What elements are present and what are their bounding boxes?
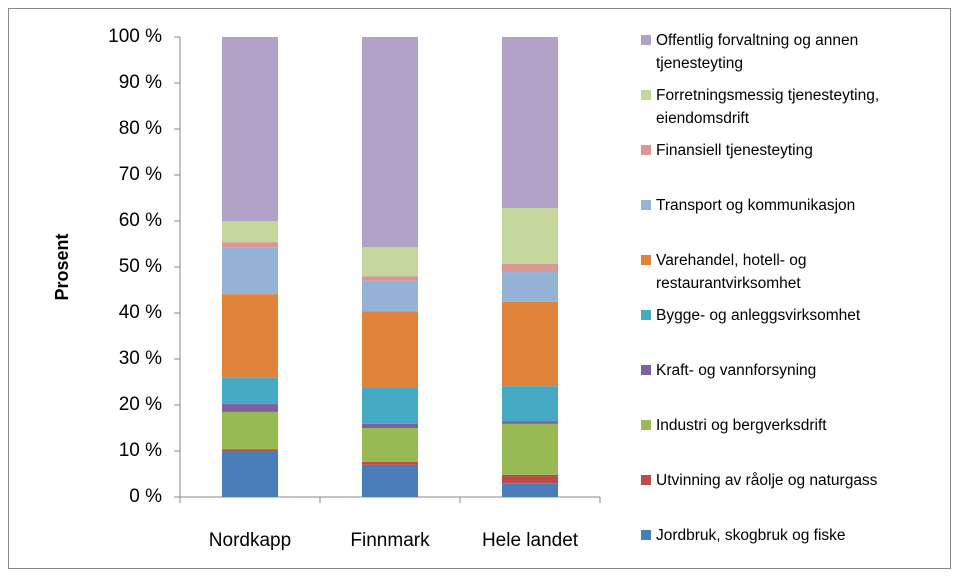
y-tick-label: 40 %: [119, 302, 162, 323]
legend-label: Finansiell tjenesteyting: [656, 142, 813, 159]
y-axis-label: Prosent: [52, 233, 72, 300]
bar-segment: [362, 462, 418, 465]
legend-swatch: [641, 35, 651, 45]
legend-entry: Bygge- og anleggsvirksomhet: [641, 304, 941, 327]
y-tick-label: 30 %: [119, 348, 162, 369]
bar-segment: [362, 387, 418, 424]
bar-segment: [222, 377, 278, 405]
legend-swatch: [641, 420, 651, 430]
bar-segment: [362, 276, 418, 281]
bar-segment: [222, 242, 278, 248]
legend-entry: Utvinning av råolje og naturgass: [641, 469, 941, 492]
bar-segment: [362, 280, 418, 312]
y-tick-label: 80 %: [119, 118, 162, 139]
legend-swatch: [641, 200, 651, 210]
bar-segment: [222, 247, 278, 295]
bar-segment: [222, 37, 278, 221]
legend-label: Varehandel, hotell- og restaurantvirksom…: [656, 252, 807, 292]
legend-entry: Offentlig forvaltning og annen tjenestey…: [641, 29, 941, 75]
bar-segment: [502, 37, 558, 209]
bar-segment: [362, 423, 418, 428]
bar-segment: [222, 451, 278, 497]
legend-label: Transport og kommunikasjon: [656, 197, 856, 214]
y-tick-label: 20 %: [119, 394, 162, 415]
bar-segment: [502, 386, 558, 422]
legend-swatch: [641, 365, 651, 375]
bar-segment: [222, 404, 278, 412]
legend-label: Forretningsmessig tjenesteyting, eiendom…: [656, 87, 880, 127]
bar-segment: [502, 208, 558, 264]
y-tick-label: 90 %: [119, 72, 162, 93]
legend-swatch: [641, 145, 651, 155]
bar-segment: [362, 311, 418, 388]
legend-entry: Industri og bergverksdrift: [641, 414, 941, 437]
legend-label: Bygge- og anleggsvirksomhet: [656, 307, 861, 324]
bar-segment: [502, 483, 558, 497]
y-tick-label: 10 %: [119, 440, 162, 461]
bar-segment: [362, 247, 418, 277]
bar-segment: [502, 263, 558, 273]
x-tick-label: Hele landet: [482, 530, 579, 551]
legend-label: Kraft- og vannforsyning: [656, 362, 817, 379]
legend-entry: Kraft- og vannforsyning: [641, 359, 941, 382]
legend-swatch: [641, 255, 651, 265]
legend-label: Offentlig forvaltning og annen tjenestey…: [656, 32, 859, 72]
legend-entry: Varehandel, hotell- og restaurantvirksom…: [641, 249, 941, 295]
y-tick-label: 0 %: [129, 486, 162, 507]
bar-segment: [222, 449, 278, 452]
legend-label: Industri og bergverksdrift: [656, 417, 827, 434]
y-tick-label: 70 %: [119, 164, 162, 185]
bar-segment: [502, 474, 558, 484]
legend-label: Utvinning av råolje og naturgass: [656, 472, 878, 489]
legend-entry: Jordbruk, skogbruk og fiske: [641, 524, 941, 547]
y-tick-label: 50 %: [119, 256, 162, 277]
legend-entry: Finansiell tjenesteyting: [641, 139, 941, 162]
bar-segment: [222, 221, 278, 243]
legend-swatch: [641, 475, 651, 485]
bar-segment: [362, 428, 418, 463]
chart-border: [8, 8, 951, 569]
legend-label: Jordbruk, skogbruk og fiske: [656, 527, 846, 544]
bar-segment: [222, 294, 278, 378]
x-tick-label: Nordkapp: [209, 530, 291, 551]
legend-swatch: [641, 530, 651, 540]
bar-segment: [362, 464, 418, 497]
x-tick-label: Finnmark: [350, 530, 430, 551]
bar-segment: [222, 411, 278, 450]
legend-entry: Transport og kommunikasjon: [641, 194, 941, 217]
bar-segment: [502, 421, 558, 424]
legend-swatch: [641, 90, 651, 100]
bar-segment: [362, 37, 418, 248]
legend-entry: Forretningsmessig tjenesteyting, eiendom…: [641, 84, 941, 130]
legend-swatch: [641, 310, 651, 320]
y-tick-label: 60 %: [119, 210, 162, 231]
bar-segment: [502, 423, 558, 475]
bar-segment: [502, 301, 558, 387]
y-tick-label: 100 %: [108, 26, 162, 47]
bar-segment: [502, 272, 558, 302]
